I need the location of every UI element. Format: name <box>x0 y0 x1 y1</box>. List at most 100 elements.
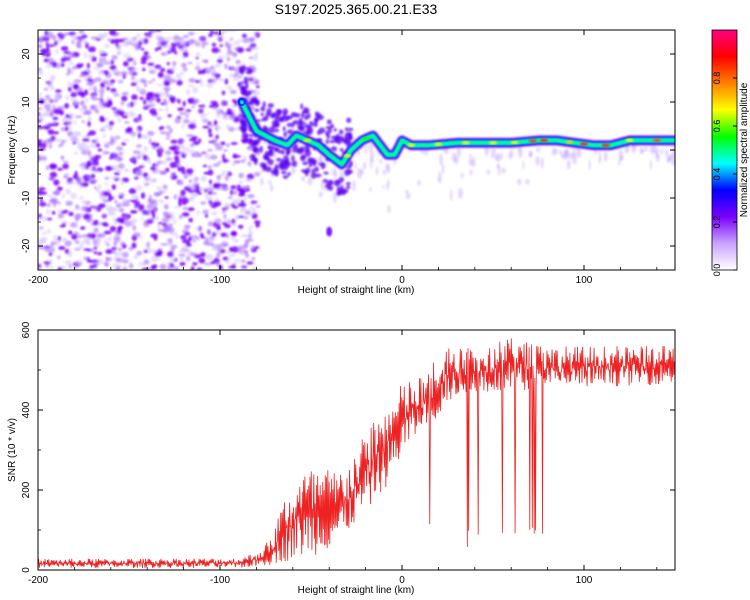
spectrogram-noise-blob <box>40 48 48 54</box>
spectrogram-cloud-blob <box>267 159 274 166</box>
spectrogram-noise-blob <box>218 187 223 191</box>
spectrogram-noise-blob <box>230 189 233 196</box>
spectrogram-noise-blob <box>235 65 241 69</box>
spectrogram-noise-blob <box>229 253 236 257</box>
spectrogram-cloud-blob <box>344 169 351 176</box>
spectrogram-noise-blob <box>253 55 258 61</box>
spectrogram-noise-blob <box>114 199 118 204</box>
spectrogram-noise-blob <box>52 116 59 121</box>
spectrogram-noise-blob <box>91 162 96 166</box>
spectrogram-noise-blob <box>95 38 102 41</box>
spectrogram-noise-blob <box>165 106 169 113</box>
spectrogram-noise-blob <box>179 257 185 262</box>
spectrogram-streak <box>665 149 669 157</box>
spectrogram-noise-blob <box>82 138 90 142</box>
spectrogram-cloud-blob <box>329 139 336 144</box>
spectrogram-noise-blob <box>93 186 98 190</box>
spectrogram-noise-blob <box>215 134 219 140</box>
spectrogram-noise-blob <box>69 136 78 142</box>
spectrogram-noise-blob <box>107 236 112 242</box>
spectrogram-streak <box>387 205 391 214</box>
spectrogram-noise-blob <box>233 239 240 243</box>
spectrogram-noise-blob <box>69 112 75 116</box>
spectrogram-hot-spot <box>625 138 634 142</box>
spectrogram-cloud-blob <box>300 121 306 125</box>
spectrogram-noise-blob <box>79 30 84 34</box>
spectrogram-noise-blob <box>188 78 195 83</box>
spectrogram-noise-blob <box>204 59 209 64</box>
spectrogram-noise-blob <box>135 185 143 191</box>
spectrogram-noise-blob <box>244 241 249 248</box>
spectrogram-noise-blob <box>87 120 91 127</box>
spectrogram-noise-blob <box>197 192 202 195</box>
spectrogram-noise-blob <box>163 203 169 210</box>
spectrogram-noise-blob <box>200 201 207 205</box>
spectrogram-noise-blob <box>74 248 81 251</box>
spectrogram-y-tick-label: -20 <box>21 238 32 253</box>
spectrogram-noise-blob <box>228 126 235 132</box>
spectrogram-cloud-blob <box>260 106 266 112</box>
spectrogram-noise-blob <box>247 45 254 50</box>
spectrogram-noise-blob <box>237 215 245 219</box>
spectrogram-noise-blob <box>232 73 239 78</box>
spectrogram-noise-blob <box>231 264 237 269</box>
spectrogram-cloud-blob <box>345 127 349 132</box>
spectrogram-noise-blob <box>80 226 86 230</box>
spectrogram-noise-blob <box>223 214 227 219</box>
spectrogram-noise-blob <box>42 142 47 148</box>
spectrogram-cloud-blob <box>342 188 349 194</box>
spectrogram-noise-blob <box>47 57 55 64</box>
spectrogram-isolated-blob <box>326 226 333 237</box>
spectrogram-noise-blob <box>146 210 151 216</box>
spectrogram-noise-blob <box>159 263 167 270</box>
spectrogram-noise-blob <box>128 188 137 195</box>
spectrogram-streak <box>375 166 379 176</box>
spectrogram-noise-blob <box>121 73 127 77</box>
spectrogram-cloud-blob <box>255 99 260 107</box>
spectrogram-noise-blob <box>38 245 46 250</box>
spectrogram-noise-blob <box>197 267 202 270</box>
spectrogram-x-tick-label: 100 <box>576 275 593 286</box>
spectrogram-noise-blob <box>181 62 187 68</box>
spectrogram-noise-blob <box>186 39 195 45</box>
spectrogram-noise-blob <box>243 155 247 161</box>
spectrogram-noise-blob <box>170 139 178 144</box>
spectrogram-noise-blob <box>49 84 55 91</box>
spectrogram-noise-blob <box>43 58 50 63</box>
spectrogram-noise-blob <box>208 104 215 108</box>
spectrogram-noise-blob <box>46 194 54 198</box>
spectrogram-noise-blob <box>180 71 185 76</box>
spectrogram-noise-blob <box>77 262 82 267</box>
spectrogram-noise-blob <box>211 191 217 195</box>
spectrogram-cloud-blob <box>305 167 311 174</box>
spectrogram-noise-blob <box>75 204 79 210</box>
spectrogram-noise-blob <box>178 253 186 257</box>
spectrogram-noise-blob <box>242 37 250 43</box>
spectrogram-noise-blob <box>68 52 75 59</box>
spectrogram-noise-blob <box>159 170 167 175</box>
spectrogram-noise-blob <box>109 225 117 232</box>
spectrogram-noise-blob <box>80 200 87 204</box>
spectrogram-noise-blob <box>137 132 142 139</box>
spectrogram-noise-blob <box>49 171 58 178</box>
spectrogram-cloud-blob <box>251 98 255 103</box>
spectrogram-noise-blob <box>174 266 179 270</box>
spectrogram-noise-blob <box>145 177 153 183</box>
spectrogram-noise-blob <box>253 80 259 85</box>
spectrogram-noise-blob <box>205 237 209 242</box>
spectrogram-noise-blob <box>108 120 115 126</box>
spectrogram-noise-blob <box>225 143 230 148</box>
spectrogram-noise-blob <box>108 30 117 36</box>
spectrogram-noise-blob <box>103 262 109 267</box>
spectrogram-noise-blob <box>96 186 100 194</box>
snr-y-tick-label: 600 <box>21 321 32 338</box>
spectrogram-noise-blob <box>88 46 96 53</box>
spectrogram-noise-blob <box>237 39 245 42</box>
spectrogram-noise-blob <box>157 222 163 225</box>
spectrogram-noise-blob <box>106 82 115 86</box>
spectrogram-hot-spot <box>652 138 661 142</box>
spectrogram-noise-blob <box>98 203 106 208</box>
spectrogram-noise-blob <box>249 230 254 236</box>
spectrogram-noise-blob <box>196 237 200 241</box>
spectrogram-noise-blob <box>149 99 155 105</box>
